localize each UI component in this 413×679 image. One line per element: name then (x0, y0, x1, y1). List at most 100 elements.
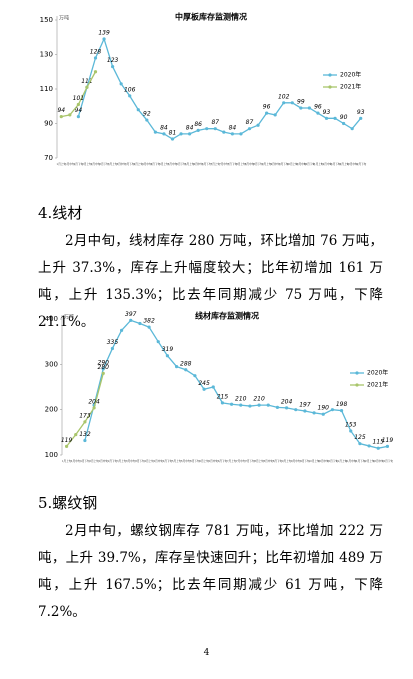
data-label: 94 (57, 107, 65, 114)
data-label: 210 (253, 396, 265, 403)
data-label: 215 (217, 393, 229, 400)
data-point (307, 106, 311, 110)
data-point (76, 115, 80, 119)
x-tick-label: 7月中旬 (236, 459, 246, 463)
data-point (321, 412, 325, 416)
data-label: 90 (340, 114, 348, 121)
data-label: 84 (229, 124, 237, 131)
x-tick-label: 5月下旬 (190, 459, 200, 463)
section-text: 2月中旬，螺纹钢库存 781 万吨，环比增加 222 万吨，上升 39.7%，库… (38, 523, 383, 620)
x-tick-label: 8月中旬 (245, 162, 255, 166)
x-tick-label: 4月中旬 (142, 162, 152, 166)
data-point (153, 130, 157, 134)
data-point (220, 401, 225, 405)
data-point (294, 408, 298, 412)
data-point (350, 127, 354, 131)
data-point (284, 406, 289, 410)
data-point (316, 111, 320, 115)
data-point (184, 368, 188, 372)
x-tick-label: 9月下旬 (279, 162, 289, 166)
data-point (266, 403, 270, 407)
data-point (211, 385, 215, 389)
data-point (303, 409, 307, 413)
data-point (74, 433, 78, 437)
data-point (312, 411, 316, 415)
x-tick-label: 6月下旬 (218, 459, 228, 463)
x-tick-label: 2月上旬 (89, 459, 99, 463)
data-label: 288 (180, 360, 192, 367)
x-tick-label: 1月下旬 (80, 459, 90, 463)
y-tick-label: 400 (45, 315, 58, 323)
data-label: 319 (162, 346, 174, 353)
data-point (119, 328, 124, 332)
y-axis-label: 万吨 (64, 314, 74, 321)
data-label: 204 (88, 398, 100, 405)
x-tick-label: 2月上旬 (82, 162, 92, 166)
data-point (145, 118, 149, 122)
x-tick-label: 2月下旬 (108, 459, 118, 463)
data-point (165, 354, 170, 358)
x-tick-label: 1月中旬 (71, 459, 81, 463)
x-tick-label: 9月中旬 (291, 459, 301, 463)
page-number: 4 (203, 648, 210, 658)
data-point (101, 367, 105, 371)
y-tick-label: 130 (40, 51, 53, 59)
data-point (162, 132, 166, 136)
x-tick-label: 10月上旬 (309, 459, 320, 463)
x-tick-label: 3月下旬 (125, 162, 135, 166)
x-tick-label: 4月上旬 (134, 162, 144, 166)
x-tick-label: 8月中旬 (264, 459, 274, 463)
data-point (324, 116, 329, 120)
data-label: 115 (373, 439, 385, 446)
data-label: 84 (186, 124, 194, 131)
data-point (349, 429, 353, 433)
x-tick-label: 1月下旬 (74, 162, 84, 166)
section-text: 2月中旬，线材库存 280 万吨，环比增加 76 万吨，上升 37.3%，库存上… (38, 233, 383, 330)
section-heading: 5.螺纹钢 (38, 494, 98, 512)
data-label: 111 (81, 78, 92, 85)
x-tick-label: 6月中旬 (209, 459, 219, 463)
x-tick-label: 11月下旬 (330, 162, 341, 166)
x-tick-label: 10月中旬 (295, 162, 306, 166)
x-tick-label: 9月上旬 (282, 459, 292, 463)
data-label: 86 (194, 121, 202, 128)
data-point (213, 127, 217, 131)
data-label: 245 (198, 380, 210, 387)
data-point (196, 128, 200, 132)
data-label: 93 (357, 109, 365, 116)
data-point (239, 132, 243, 136)
x-tick-label: 6月下旬 (202, 162, 212, 166)
data-point (193, 374, 197, 378)
data-label: 101 (73, 95, 84, 102)
data-point (256, 123, 260, 127)
data-point (85, 85, 89, 89)
data-point (342, 121, 346, 126)
data-point (93, 56, 98, 60)
x-tick-label: 3月下旬 (135, 459, 145, 463)
x-tick-label: 6月中旬 (193, 162, 203, 166)
data-point (229, 402, 234, 406)
data-label: 210 (235, 396, 247, 403)
data-label: 125 (354, 434, 366, 441)
x-tick-label: 7月上旬 (211, 162, 221, 166)
data-point (230, 132, 234, 136)
y-tick-label: 70 (44, 154, 53, 162)
x-tick-label: 12月中旬 (373, 459, 384, 463)
legend-label: 2020年 (340, 71, 361, 79)
data-point (147, 325, 151, 329)
data-label: 204 (281, 398, 293, 405)
data-label: 99 (297, 98, 305, 105)
data-label: 81 (169, 130, 177, 137)
data-label: 397 (125, 311, 137, 318)
data-point (136, 108, 140, 112)
data-label: 119 (382, 437, 394, 444)
data-label: 132 (79, 431, 91, 438)
data-point (299, 106, 303, 110)
data-point (376, 446, 380, 450)
data-point (282, 101, 286, 105)
data-point (188, 132, 192, 136)
x-tick-label: 11月下旬 (354, 459, 365, 463)
data-point (93, 70, 98, 74)
data-label: 198 (336, 401, 348, 408)
